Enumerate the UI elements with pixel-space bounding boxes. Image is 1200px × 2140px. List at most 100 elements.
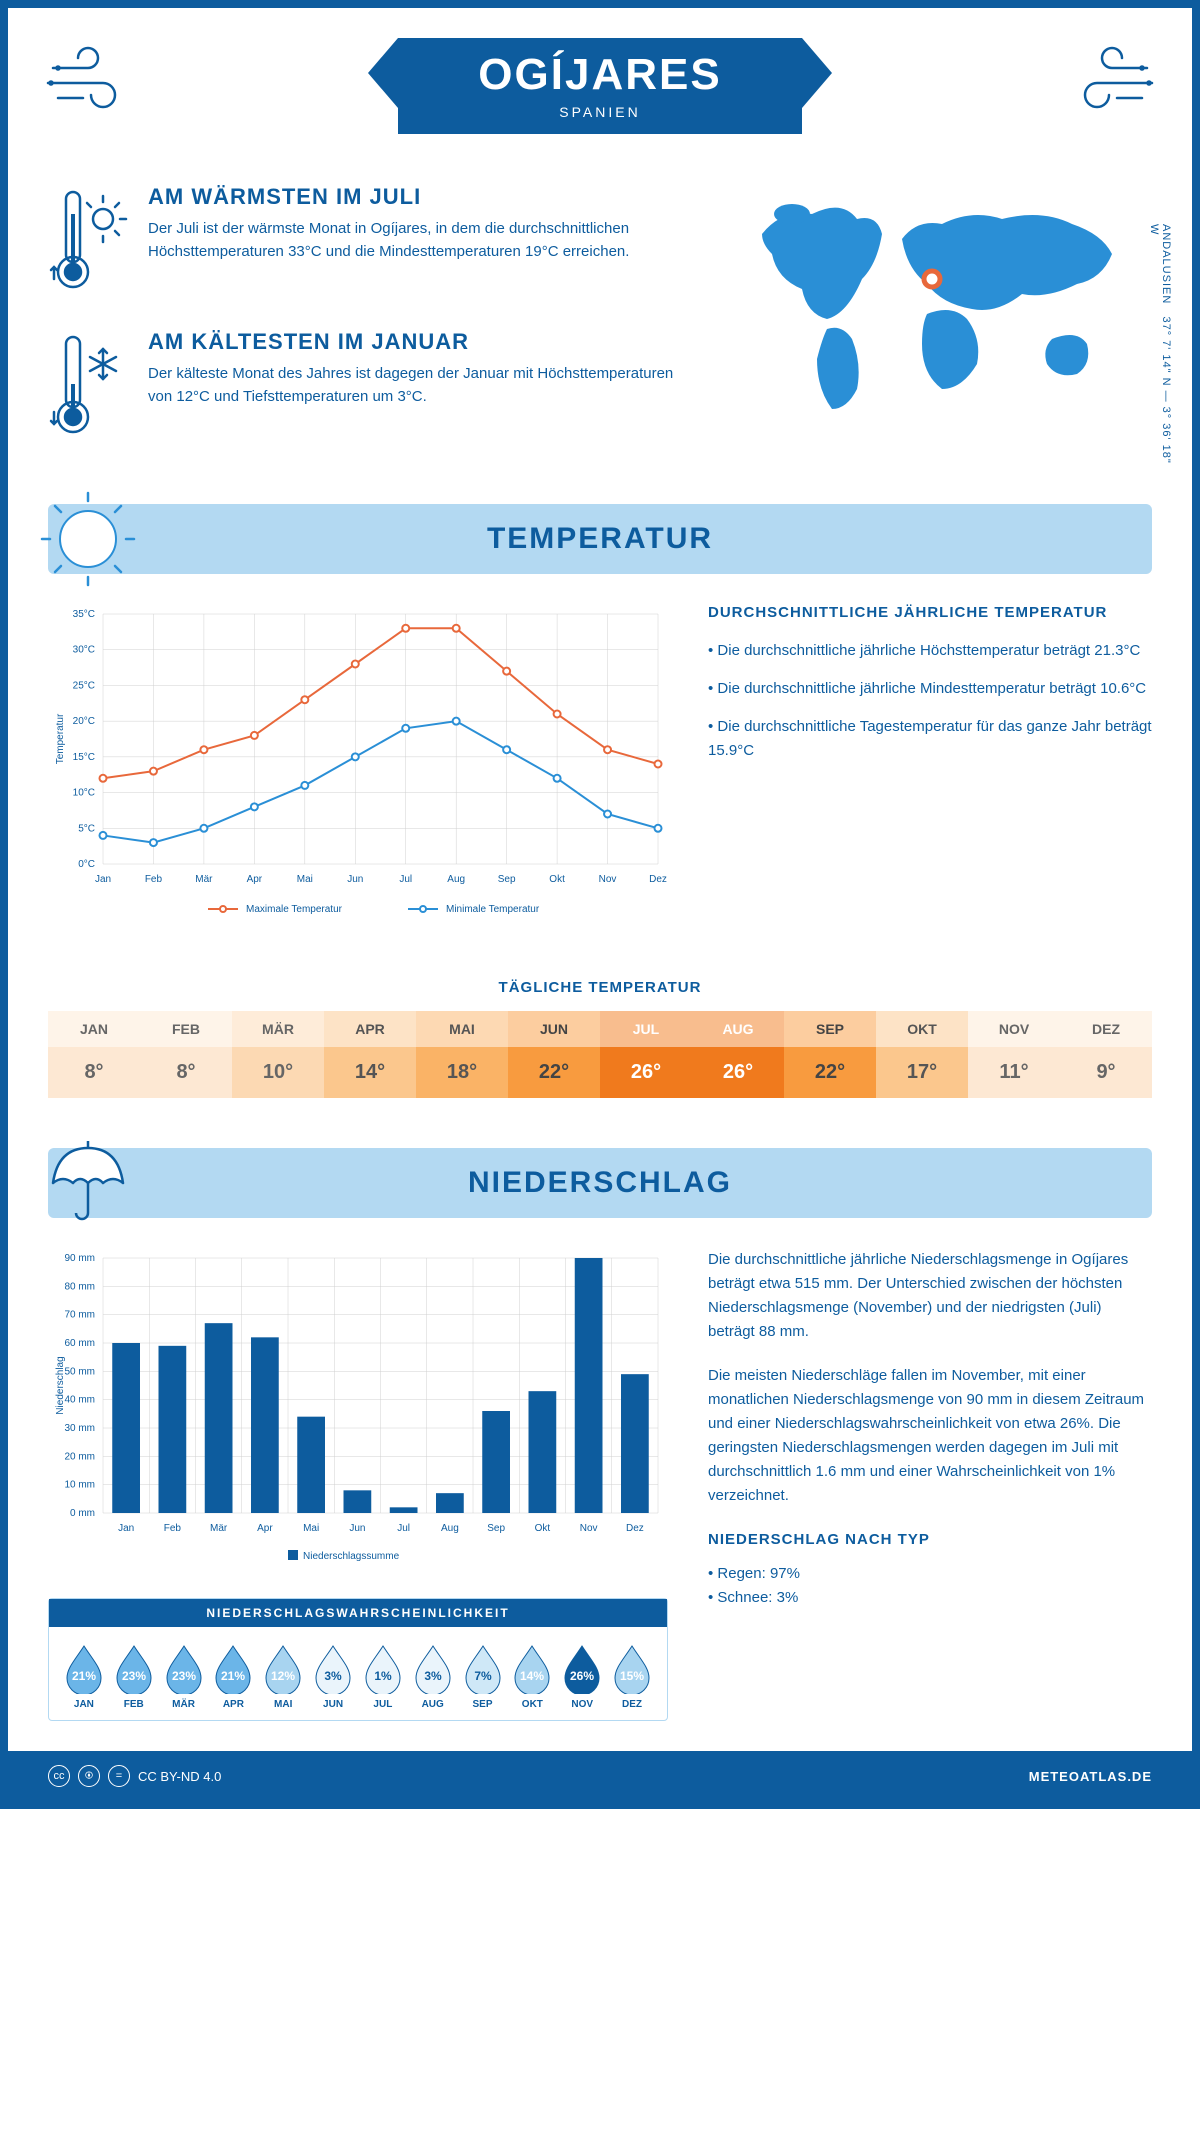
probability-drop: 14%OKT [511, 1642, 553, 1710]
daily-cell: AUG26° [692, 1011, 784, 1098]
title-banner: OGÍJARES SPANIEN [398, 38, 801, 134]
svg-text:15%: 15% [620, 1669, 644, 1683]
svg-text:10 mm: 10 mm [64, 1480, 95, 1491]
probability-drop: 15%DEZ [611, 1642, 653, 1710]
svg-text:3%: 3% [424, 1669, 442, 1683]
world-map: ANDALUSIEN 37° 7' 14" N — 3° 36' 18" W [732, 184, 1152, 474]
daily-cell: NOV11° [968, 1011, 1060, 1098]
precipitation-section: 0 mm10 mm20 mm30 mm40 mm50 mm60 mm70 mm8… [8, 1248, 1192, 1751]
svg-text:40 mm: 40 mm [64, 1395, 95, 1406]
coldest-title: AM KÄLTESTEN IM JANUAR [148, 329, 692, 355]
probability-box: NIEDERSCHLAGSWAHRSCHEINLICHKEIT 21%JAN23… [48, 1598, 668, 1721]
probability-drop: 21%APR [212, 1642, 254, 1710]
svg-text:Jan: Jan [118, 1523, 134, 1534]
umbrella-icon [38, 1133, 138, 1238]
daily-cell: OKT17° [876, 1011, 968, 1098]
intro-text-column: AM WÄRMSTEN IM JULI Der Juli ist der wär… [48, 184, 692, 474]
svg-text:35°C: 35°C [73, 609, 95, 620]
svg-text:14%: 14% [520, 1669, 544, 1683]
thermometer-cold-icon [48, 329, 128, 444]
warmest-text: AM WÄRMSTEN IM JULI Der Juli ist der wär… [148, 184, 692, 299]
svg-text:50 mm: 50 mm [64, 1366, 95, 1377]
probability-drop: 7%SEP [462, 1642, 504, 1710]
probability-drop: 23%FEB [113, 1642, 155, 1710]
svg-text:Maximale Temperatur: Maximale Temperatur [246, 904, 343, 915]
svg-text:30°C: 30°C [73, 645, 95, 656]
svg-text:Mär: Mär [210, 1523, 228, 1534]
svg-text:Mär: Mär [195, 874, 213, 885]
probability-drop: 26%NOV [561, 1642, 603, 1710]
footer-site: METEOATLAS.DE [1029, 1769, 1152, 1784]
coldest-body: Der kälteste Monat des Jahres ist dagege… [148, 363, 692, 408]
temp-info-p2: • Die durchschnittliche jährliche Mindes… [708, 677, 1152, 701]
header: OGÍJARES SPANIEN [8, 8, 1192, 154]
svg-text:Minimale Temperatur: Minimale Temperatur [446, 904, 540, 915]
svg-text:7%: 7% [474, 1669, 492, 1683]
precip-type-title: NIEDERSCHLAG NACH TYP [708, 1528, 1152, 1552]
svg-text:15°C: 15°C [73, 752, 95, 763]
svg-text:Dez: Dez [626, 1523, 644, 1534]
precipitation-text: Die durchschnittliche jährliche Niedersc… [708, 1248, 1152, 1721]
daily-cell: MÄR10° [232, 1011, 324, 1098]
svg-text:Jul: Jul [397, 1523, 410, 1534]
coordinates: ANDALUSIEN 37° 7' 14" N — 3° 36' 18" W [1148, 224, 1172, 474]
svg-text:Aug: Aug [447, 874, 465, 885]
intro-section: AM WÄRMSTEN IM JULI Der Juli ist der wär… [8, 154, 1192, 504]
svg-text:30 mm: 30 mm [64, 1423, 95, 1434]
page-title: OGÍJARES [478, 50, 721, 100]
svg-text:Mai: Mai [297, 874, 313, 885]
svg-text:12%: 12% [271, 1669, 295, 1683]
sun-icon [38, 489, 138, 594]
svg-text:Niederschlagssumme: Niederschlagssumme [303, 1551, 400, 1562]
warmest-title: AM WÄRMSTEN IM JULI [148, 184, 692, 210]
daily-cell: JUL26° [600, 1011, 692, 1098]
footer: cc 🅯 = CC BY-ND 4.0 METEOATLAS.DE [8, 1751, 1192, 1801]
daily-temp-title: TÄGLICHE TEMPERATUR [8, 979, 1192, 996]
svg-text:Niederschlag: Niederschlag [55, 1356, 66, 1414]
location-marker [924, 271, 940, 287]
svg-text:Nov: Nov [580, 1523, 598, 1534]
svg-text:Nov: Nov [599, 874, 617, 885]
svg-text:Jun: Jun [349, 1523, 365, 1534]
svg-text:21%: 21% [72, 1669, 96, 1683]
svg-text:Jan: Jan [95, 874, 111, 885]
daily-cell: FEB8° [140, 1011, 232, 1098]
svg-text:20°C: 20°C [73, 716, 95, 727]
page-container: OGÍJARES SPANIEN AM WÄRMSTEN IM JULI Der… [0, 0, 1200, 1809]
temp-section-title: TEMPERATUR [48, 522, 1152, 556]
wind-icon [1057, 43, 1157, 118]
svg-text:Mai: Mai [303, 1523, 319, 1534]
cc-icon: cc [48, 1765, 70, 1787]
svg-text:Feb: Feb [164, 1523, 182, 1534]
svg-text:0 mm: 0 mm [70, 1508, 95, 1519]
precip-section-title: NIEDERSCHLAG [48, 1166, 1152, 1200]
coldest-text: AM KÄLTESTEN IM JANUAR Der kälteste Mona… [148, 329, 692, 444]
warmest-body: Der Juli ist der wärmste Monat in Ogíjar… [148, 218, 692, 263]
nd-icon: = [108, 1765, 130, 1787]
probability-drop: 12%MAI [262, 1642, 304, 1710]
temp-info-p3: • Die durchschnittliche Tagestemperatur … [708, 715, 1152, 763]
svg-text:70 mm: 70 mm [64, 1310, 95, 1321]
svg-text:Sep: Sep [498, 874, 516, 885]
svg-text:5°C: 5°C [78, 823, 95, 834]
svg-text:Temperatur: Temperatur [55, 713, 66, 764]
probability-row: 21%JAN23%FEB23%MÄR21%APR12%MAI3%JUN1%JUL… [49, 1627, 667, 1720]
temperature-info: DURCHSCHNITTLICHE JÄHRLICHE TEMPERATUR •… [708, 604, 1152, 929]
precipitation-left: 0 mm10 mm20 mm30 mm40 mm50 mm60 mm70 mm8… [48, 1248, 668, 1721]
svg-text:23%: 23% [172, 1669, 196, 1683]
temp-info-title: DURCHSCHNITTLICHE JÄHRLICHE TEMPERATUR [708, 604, 1152, 621]
license-text: CC BY-ND 4.0 [138, 1769, 221, 1784]
temp-info-p1: • Die durchschnittliche jährliche Höchst… [708, 639, 1152, 663]
svg-text:26%: 26% [570, 1669, 594, 1683]
footer-license: cc 🅯 = CC BY-ND 4.0 [48, 1765, 221, 1787]
coldest-block: AM KÄLTESTEN IM JANUAR Der kälteste Mona… [48, 329, 692, 444]
svg-text:1%: 1% [374, 1669, 392, 1683]
probability-drop: 3%AUG [412, 1642, 454, 1710]
svg-text:Sep: Sep [487, 1523, 505, 1534]
svg-text:Okt: Okt [549, 874, 565, 885]
probability-drop: 21%JAN [63, 1642, 105, 1710]
svg-text:20 mm: 20 mm [64, 1451, 95, 1462]
svg-text:0°C: 0°C [78, 859, 95, 870]
svg-text:23%: 23% [122, 1669, 146, 1683]
svg-text:80 mm: 80 mm [64, 1281, 95, 1292]
